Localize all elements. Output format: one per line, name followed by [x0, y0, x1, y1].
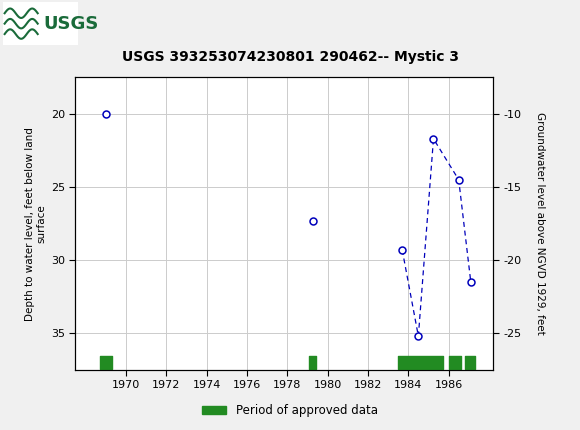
Legend: Period of approved data: Period of approved data — [198, 399, 382, 422]
Y-axis label: Groundwater level above NGVD 1929, feet: Groundwater level above NGVD 1929, feet — [535, 112, 545, 335]
Text: USGS: USGS — [44, 15, 99, 33]
Text: USGS 393253074230801 290462-- Mystic 3: USGS 393253074230801 290462-- Mystic 3 — [121, 50, 459, 64]
Bar — [3, 3, 78, 45]
Y-axis label: Depth to water level, feet below land
surface: Depth to water level, feet below land su… — [25, 127, 47, 320]
